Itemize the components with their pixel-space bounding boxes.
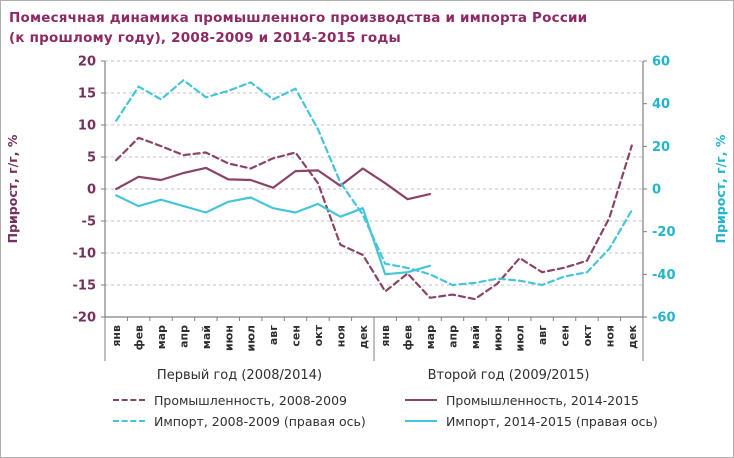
svg-text:0: 0 — [652, 182, 661, 197]
svg-text:июн: июн — [222, 325, 235, 351]
legend-label: Промышленность, 2014-2015 — [446, 392, 639, 408]
legend-item-import-2014-2015: Импорт, 2014-2015 (правая ось) — [405, 414, 733, 429]
svg-text:фев: фев — [133, 324, 146, 349]
svg-text:июл: июл — [245, 325, 258, 351]
legend-item-industry-2014-2015: Промышленность, 2014-2015 — [405, 393, 733, 408]
svg-text:авг: авг — [536, 324, 549, 344]
svg-text:40: 40 — [652, 97, 670, 112]
svg-text:апр: апр — [177, 324, 190, 347]
svg-text:авг: авг — [267, 324, 280, 344]
svg-text:0: 0 — [87, 182, 96, 197]
legend: Промышленность, 2008-2009 Промышленность… — [113, 393, 733, 429]
legend-item-import-2008-2009: Импорт, 2008-2009 (правая ось) — [113, 414, 405, 429]
svg-text:мар: мар — [424, 324, 437, 348]
legend-label: Импорт, 2014-2015 (правая ось) — [446, 413, 658, 429]
svg-text:-10: -10 — [73, 246, 97, 261]
legend-label: Импорт, 2008-2009 (правая ось) — [154, 413, 366, 429]
svg-text:Прирост, г/г, %: Прирост, г/г, % — [713, 134, 728, 243]
svg-text:20: 20 — [652, 139, 670, 154]
svg-text:май: май — [200, 325, 213, 349]
svg-text:-40: -40 — [652, 267, 676, 282]
svg-text:сен: сен — [290, 325, 303, 347]
svg-text:фев: фев — [402, 324, 415, 349]
svg-text:апр: апр — [446, 324, 459, 347]
chart-title-line1: Помесячная динамика промышленного произв… — [9, 10, 588, 26]
legend-line-sample-industry-2014-2015 — [405, 399, 437, 401]
legend-line-sample-import-2014-2015 — [405, 420, 437, 422]
svg-text:мар: мар — [155, 324, 168, 348]
svg-text:Прирост, г/г, %: Прирост, г/г, % — [5, 134, 20, 243]
svg-text:15: 15 — [78, 86, 96, 101]
svg-text:окт: окт — [312, 324, 325, 346]
svg-text:20: 20 — [78, 54, 96, 69]
svg-text:-20: -20 — [73, 310, 97, 325]
svg-text:дек: дек — [357, 324, 370, 348]
chart-title-line2: (к прошлому году), 2008-2009 и 2014-2015… — [9, 30, 401, 47]
legend-label: Промышленность, 2008-2009 — [154, 392, 347, 408]
svg-text:янв: янв — [379, 324, 392, 346]
legend-line-sample-import-2008-2009 — [113, 420, 145, 422]
svg-text:-20: -20 — [652, 225, 676, 240]
svg-text:дек: дек — [626, 324, 639, 348]
svg-text:сен: сен — [559, 325, 572, 347]
svg-text:окт: окт — [581, 324, 594, 346]
svg-text:-15: -15 — [73, 278, 97, 293]
svg-text:-5: -5 — [82, 214, 96, 229]
svg-text:май: май — [469, 325, 482, 349]
svg-text:янв: янв — [110, 324, 123, 346]
svg-text:ноя: ноя — [334, 325, 347, 347]
svg-text:июн: июн — [491, 324, 504, 350]
chart-title: Помесячная динамика промышленного произв… — [1, 1, 733, 49]
svg-text:июл: июл — [514, 325, 527, 351]
svg-text:Второй год (2009/2015): Второй год (2009/2015) — [428, 368, 590, 383]
legend-line-sample-industry-2008-2009 — [113, 399, 145, 401]
legend-item-industry-2008-2009: Промышленность, 2008-2009 — [113, 393, 405, 408]
svg-text:-60: -60 — [652, 310, 676, 325]
svg-text:ноя: ноя — [603, 325, 616, 347]
svg-text:Первый год (2008/2014): Первый год (2008/2014) — [157, 368, 322, 383]
svg-text:10: 10 — [78, 118, 96, 133]
svg-text:5: 5 — [87, 150, 96, 165]
svg-text:60: 60 — [652, 54, 670, 69]
